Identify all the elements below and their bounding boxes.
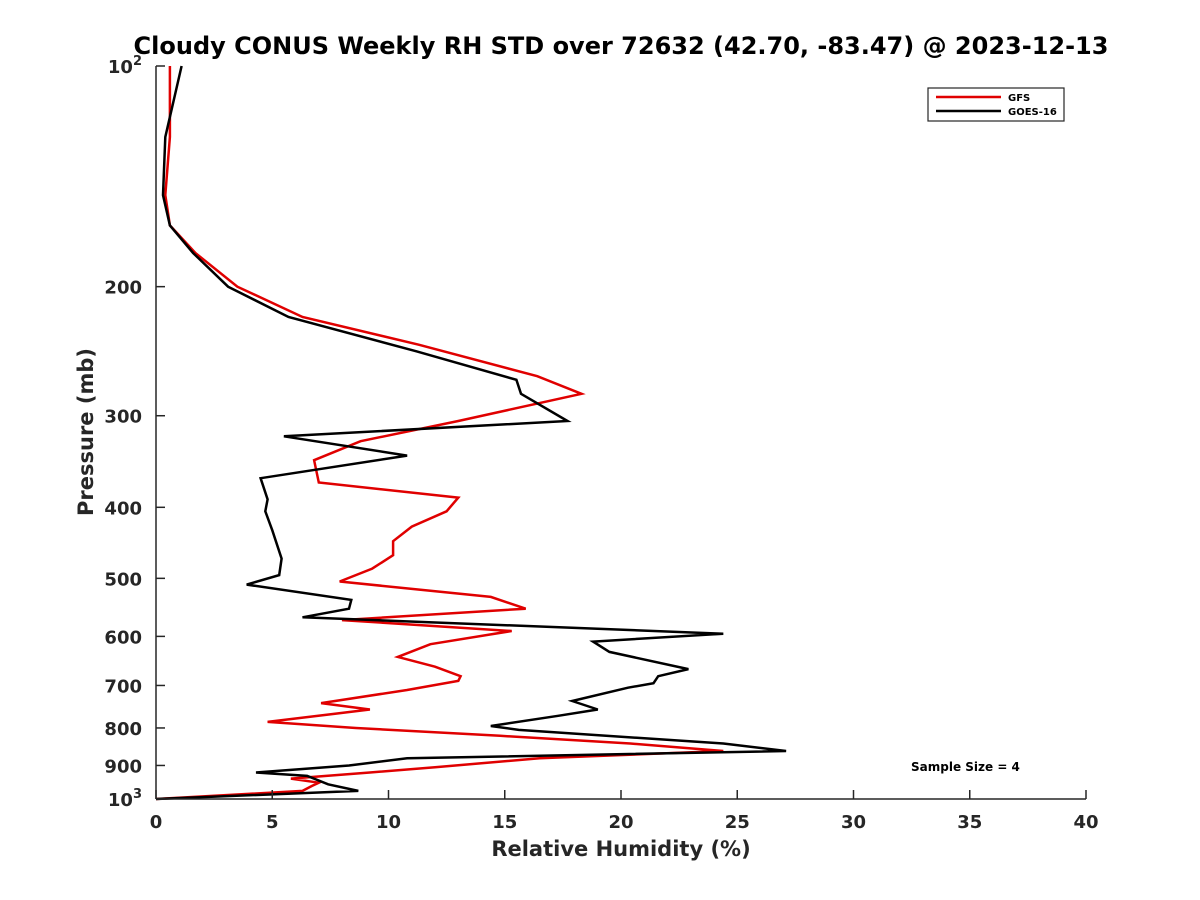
legend-label-goes16: GOES-16	[1008, 107, 1057, 118]
y-tick-label: 800	[104, 719, 142, 740]
x-tick-label: 10	[376, 812, 401, 833]
y-ticks: 102 200 300 400 500 600 700 800 900 103	[104, 54, 165, 811]
sample-size-annotation: Sample Size = 4	[911, 760, 1020, 774]
x-tick-label: 40	[1073, 812, 1098, 833]
y-axis-label: Pressure (mb)	[74, 348, 98, 516]
y-tick-label: 900	[104, 756, 142, 777]
y-tick-label: 500	[104, 569, 142, 590]
x-ticks: 0 5 10 15 20 25 30 35 40	[150, 790, 1099, 833]
x-tick-label: 5	[266, 812, 279, 833]
y-tick-label: 700	[104, 676, 142, 697]
x-tick-label: 30	[841, 812, 866, 833]
y-tick-label: 400	[104, 498, 142, 519]
x-tick-label: 35	[957, 812, 982, 833]
plot-area	[156, 66, 1086, 799]
series-layer	[155, 65, 787, 801]
y-tick-label: 600	[104, 627, 142, 648]
y-tick-label: 200	[104, 278, 142, 299]
x-tick-label: 0	[150, 812, 163, 833]
legend-box	[927, 87, 1065, 122]
x-tick-label: 20	[608, 812, 633, 833]
legend-label-gfs: GFS	[1008, 93, 1030, 104]
series-line-goes16	[155, 65, 787, 801]
chart-title: Cloudy CONUS Weekly RH STD over 72632 (4…	[134, 32, 1109, 60]
legend: GFS GOES-16	[927, 87, 1065, 122]
y-tick-label: 103	[108, 787, 142, 811]
x-tick-label: 25	[725, 812, 750, 833]
x-tick-label: 15	[492, 812, 517, 833]
y-tick-label: 102	[108, 54, 142, 78]
y-tick-label: 300	[104, 407, 142, 428]
x-axis-label: Relative Humidity (%)	[491, 837, 750, 861]
